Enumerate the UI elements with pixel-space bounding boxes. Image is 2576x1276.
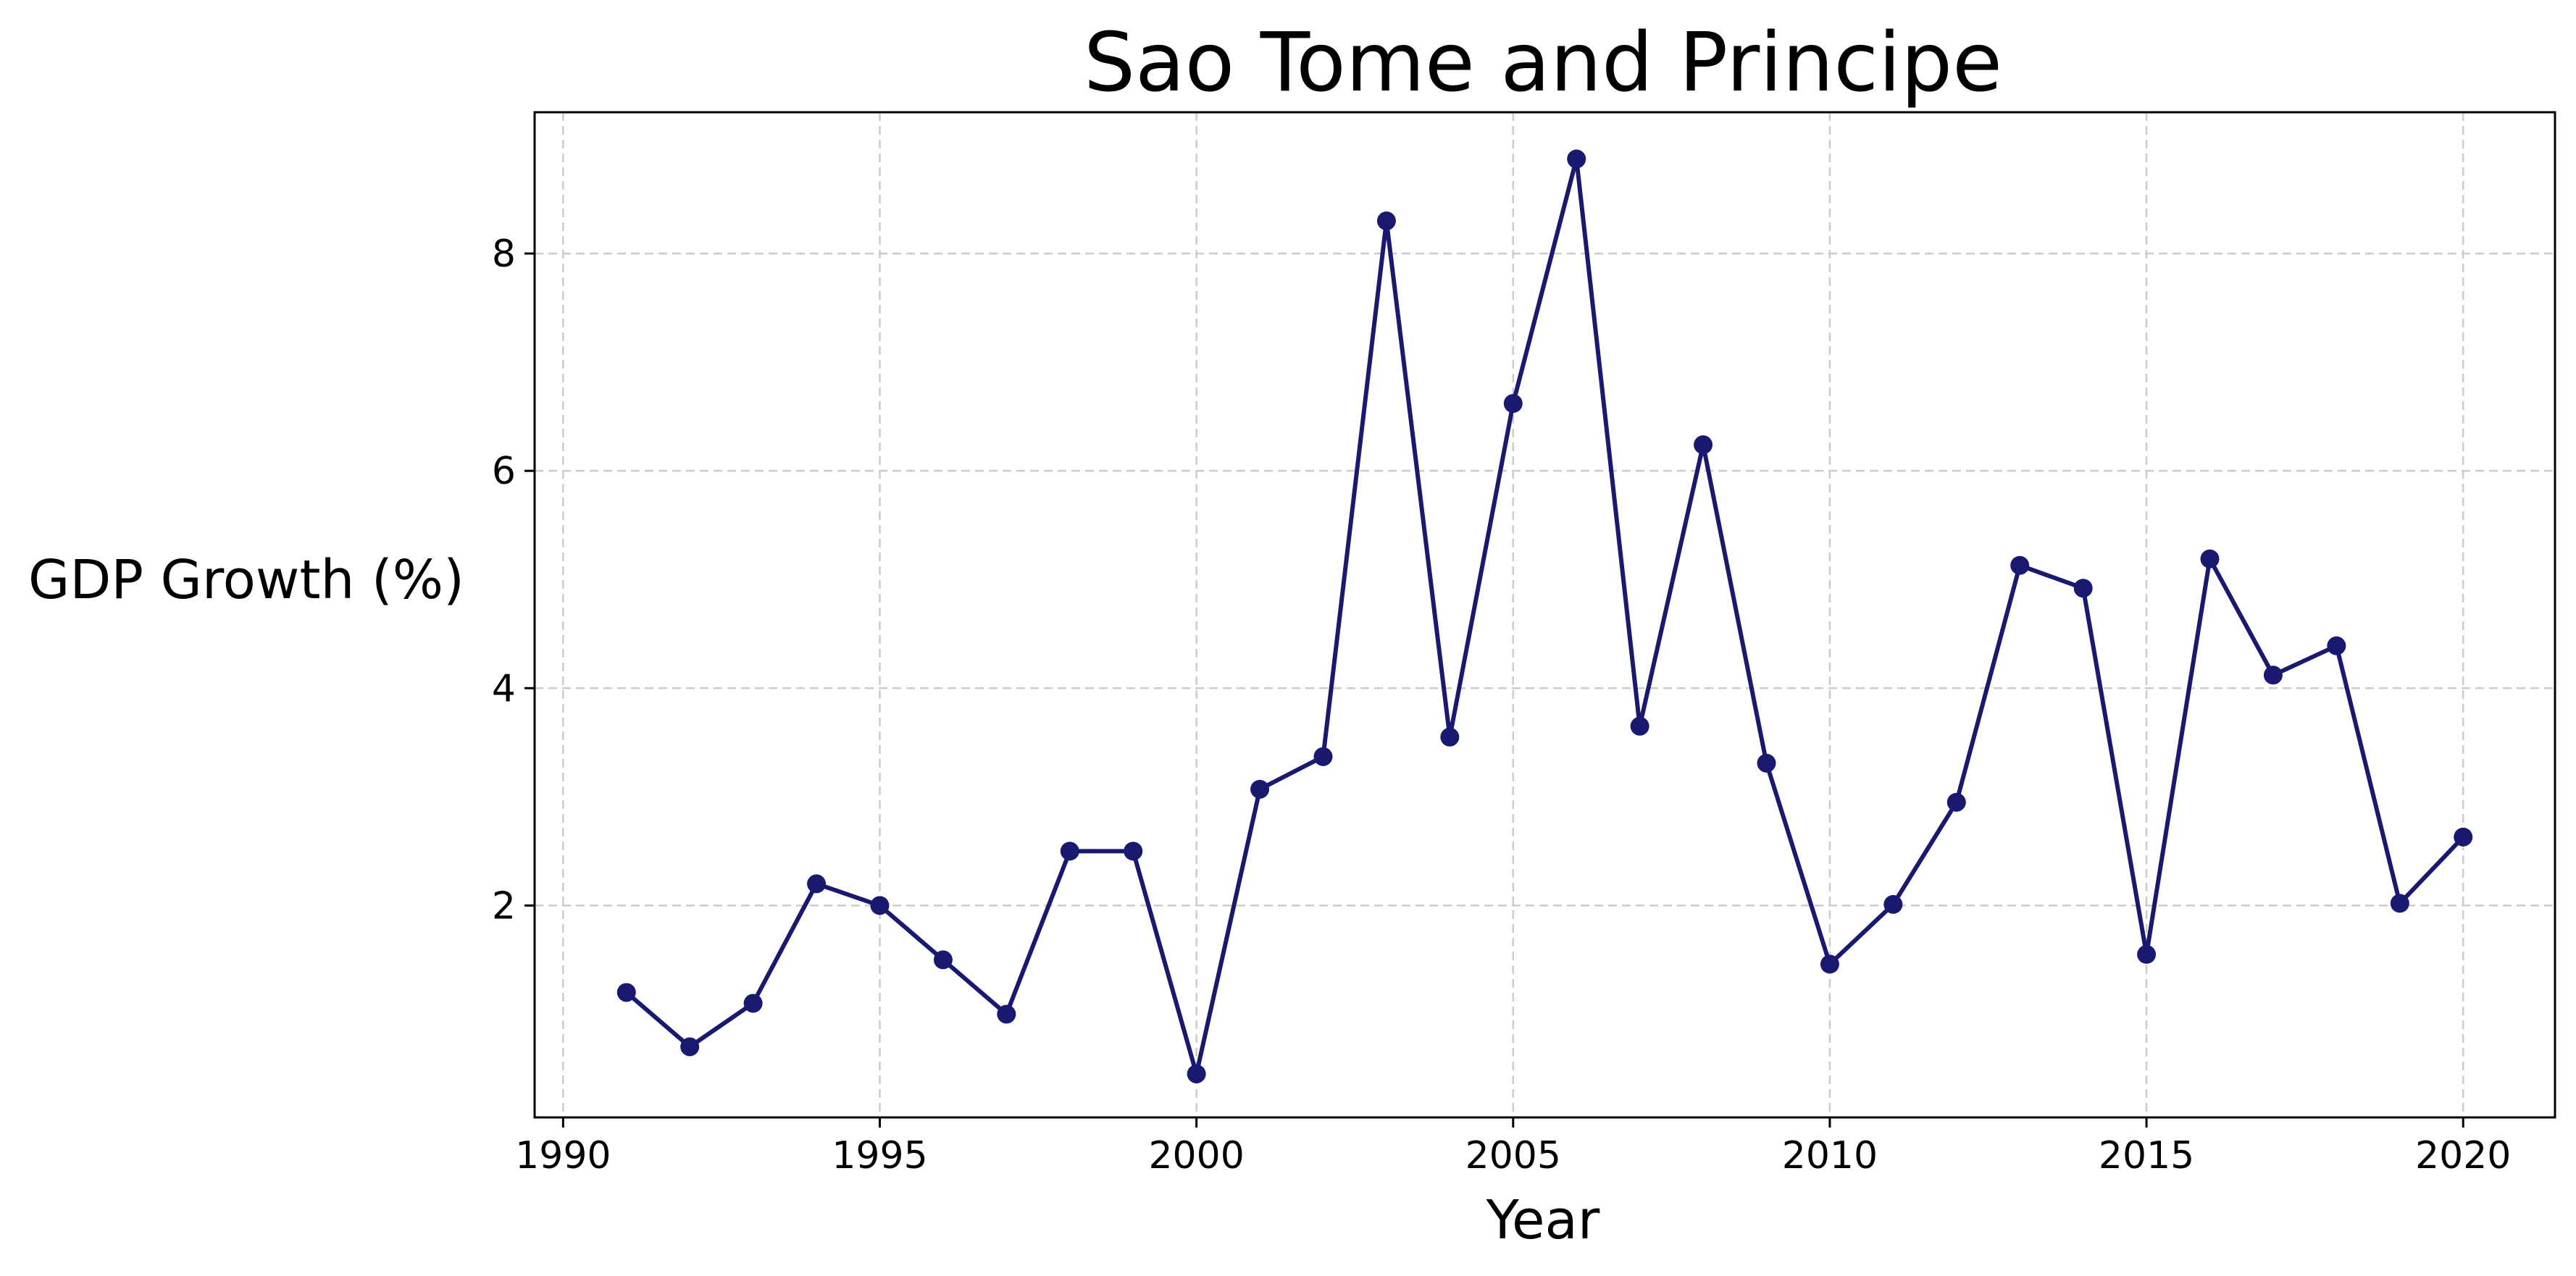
y-axis-label: GDP Growth (%) [28, 549, 464, 611]
data-point [1883, 894, 1903, 914]
y-tick-label: 4 [492, 667, 516, 710]
data-point [1440, 727, 1460, 747]
data-point [1503, 394, 1523, 414]
data-point [743, 994, 763, 1013]
data-point [2454, 827, 2473, 847]
x-tick-label: 2020 [2415, 1134, 2511, 1178]
y-tick-label: 2 [492, 884, 516, 928]
data-point [1630, 716, 1649, 736]
x-tick-label: 2010 [1782, 1134, 1878, 1178]
data-point [2010, 555, 2030, 575]
data-point [1820, 954, 1839, 974]
x-tick-label: 2005 [1465, 1134, 1561, 1178]
data-point [933, 950, 953, 970]
y-tick-label: 8 [492, 232, 516, 276]
data-point [1124, 841, 1143, 861]
data-point [2137, 944, 2157, 964]
data-point [870, 896, 890, 915]
data-point [1757, 753, 1776, 773]
data-point [680, 1037, 700, 1057]
y-tick-label: 6 [492, 450, 516, 493]
data-point [2327, 636, 2346, 655]
data-point [2263, 666, 2283, 685]
chart-title: Sao Tome and Principe [1084, 16, 2002, 110]
data-point [1250, 779, 1270, 799]
data-point [2200, 549, 2220, 568]
data-point [1376, 211, 1396, 231]
data-point [1694, 435, 1713, 455]
data-point [616, 983, 636, 1002]
data-point [2073, 579, 2093, 598]
data-point [997, 1004, 1016, 1024]
data-point [1060, 841, 1079, 861]
series-line [624, 156, 2465, 1076]
data-point [1946, 792, 1966, 812]
x-tick-label: 2000 [1148, 1134, 1244, 1178]
data-point [1313, 747, 1333, 766]
plot-frame [533, 111, 2556, 1119]
data-point [1187, 1064, 1206, 1083]
grid-lines [535, 112, 2555, 1117]
x-tick-label: 1990 [515, 1134, 611, 1178]
data-point [1567, 149, 1586, 169]
x-tick-label: 2015 [2099, 1134, 2194, 1178]
x-tick-label: 1995 [832, 1134, 927, 1178]
axis-ticks: 1990 1995 2000 2005 2010 2015 2020 2 4 6 8 [492, 232, 2511, 1178]
data-point [2390, 894, 2409, 913]
x-axis-label: Year [1486, 1189, 1600, 1251]
data-point [807, 874, 827, 894]
series-layer [616, 149, 2473, 1083]
